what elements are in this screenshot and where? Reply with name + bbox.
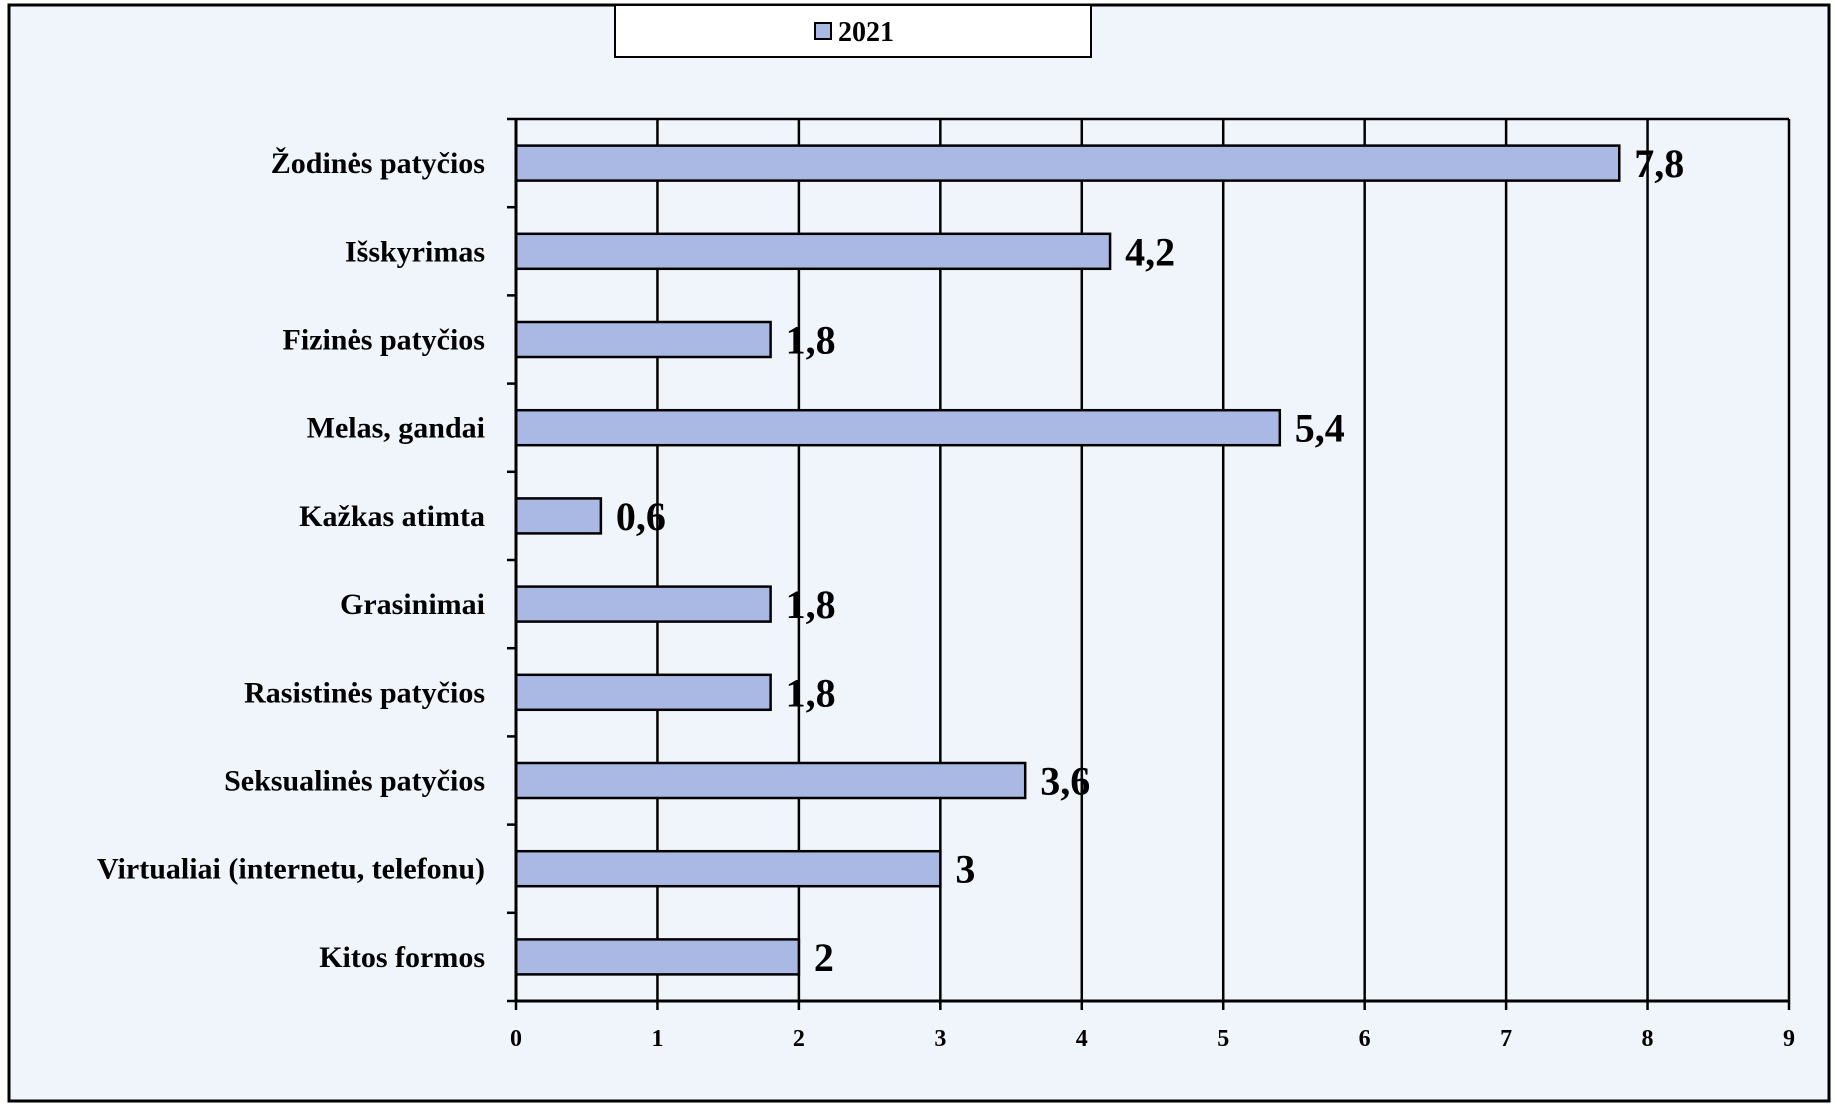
category-label: Žodinės patyčios: [271, 147, 485, 180]
data-label: 3,6: [1040, 759, 1090, 804]
category-label: Kitos formos: [319, 941, 485, 974]
data-label: 0,6: [616, 494, 666, 539]
bar: [514, 938, 801, 976]
x-tick-label: 3: [934, 1026, 946, 1052]
bar: [514, 761, 1027, 800]
data-label: 5,4: [1295, 406, 1345, 451]
bar: [514, 673, 772, 712]
x-tick-label: 5: [1217, 1026, 1229, 1052]
bar: [514, 585, 772, 623]
data-label: 4,2: [1125, 229, 1175, 274]
bar: [514, 232, 1112, 271]
data-label: 1,8: [786, 670, 836, 715]
legend-box: [614, 4, 1092, 58]
x-tick-labels: 0 1 2 3 4 5 6 7 8 9: [510, 1026, 1795, 1052]
x-tick-label: 6: [1359, 1026, 1371, 1052]
data-label: 1,8: [786, 582, 836, 627]
x-tick-label: 1: [651, 1026, 663, 1052]
category-label: Rasistinės patyčios: [244, 676, 485, 709]
x-tick-label: 4: [1076, 1026, 1088, 1052]
bar: [514, 320, 772, 359]
data-label: 2: [814, 935, 834, 980]
bar: [514, 497, 603, 535]
category-label: Melas, gandai: [307, 412, 485, 445]
category-label: Išskyrimas: [345, 235, 485, 268]
x-tick-label: 2: [793, 1026, 805, 1052]
bar: [514, 849, 942, 888]
legend: 2021: [614, 4, 1092, 58]
x-tick-label: 7: [1500, 1026, 1512, 1052]
bar: [514, 408, 1282, 447]
axes: [507, 117, 1791, 1010]
x-tick-label: 8: [1642, 1026, 1654, 1052]
data-labels: 7,8 4,2 1,8 5,4 0,6 1,8 1,8 3,6 3 2: [616, 141, 1684, 980]
category-label: Kažkas atimta: [299, 500, 485, 533]
category-label: Virtualiai (internetu, telefonu): [97, 853, 485, 886]
x-tick-label: 9: [1783, 1026, 1795, 1052]
category-labels: Žodinės patyčios Išskyrimas Fizinės patyči…: [97, 147, 485, 974]
legend-label: 2021: [838, 17, 894, 48]
data-label: 1,8: [786, 318, 836, 363]
category-label: Fizinės patyčios: [283, 324, 486, 357]
bar: [514, 144, 1621, 182]
category-label: Seksualinės patyčios: [224, 765, 485, 798]
chart-background: [7, 3, 1831, 1103]
x-tick-label: 0: [510, 1026, 522, 1052]
legend-swatch: [814, 22, 832, 40]
data-label: 3: [955, 847, 975, 892]
data-label: 7,8: [1634, 141, 1684, 186]
category-label: Grasinimai: [340, 588, 485, 621]
bars: [514, 144, 1621, 976]
